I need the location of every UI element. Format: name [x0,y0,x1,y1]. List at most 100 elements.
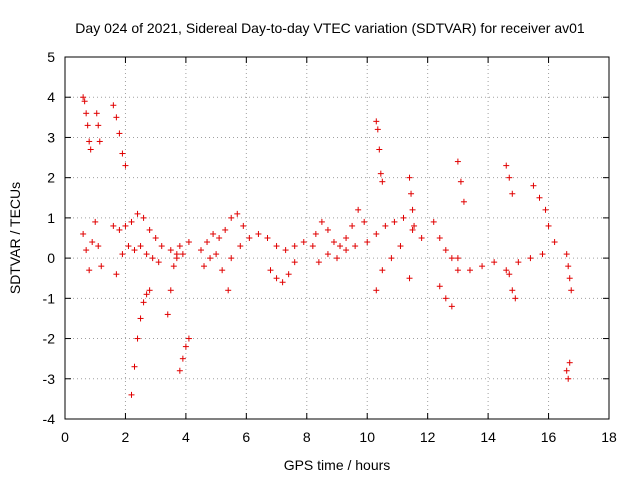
data-point [185,335,192,342]
data-point [506,174,513,181]
data-point [198,247,204,254]
data-point [506,271,513,278]
data-point [87,146,94,153]
data-point [454,267,461,274]
data-point [355,206,362,213]
data-point [542,206,549,213]
data-point [454,255,461,262]
x-tick-label: 14 [480,429,496,445]
data-point [503,162,510,169]
x-tick-label: 16 [541,429,557,445]
data-point [466,267,473,274]
data-point [113,114,120,121]
y-tick-label: 3 [47,129,55,145]
data-point [361,218,368,225]
data-point [330,239,337,246]
data-point [143,251,150,258]
data-point [312,230,319,237]
data-point [509,190,516,197]
data-point [376,146,383,153]
data-point [324,226,331,233]
data-point [349,222,356,229]
data-point [527,255,534,262]
data-point [379,267,386,274]
data-point [110,102,117,109]
data-point [409,226,416,233]
y-tick-label: 4 [47,89,55,105]
data-point [515,259,522,266]
data-point [418,235,425,241]
data-point [201,263,208,270]
data-point [337,243,344,250]
data-point [234,210,241,217]
data-point [309,243,316,250]
data-point [228,214,235,221]
data-point [98,263,105,270]
data-point [96,138,103,145]
y-tick-label: 1 [47,210,55,226]
data-point [503,267,510,274]
data-point [134,335,141,342]
data-point [83,247,90,254]
y-tick-label: -3 [43,371,56,387]
data-point [207,255,214,262]
data-point [84,122,91,129]
data-point [210,230,217,237]
data-point [122,162,129,169]
data-point [213,251,220,258]
data-point [373,118,380,125]
data-point [167,247,174,254]
data-point [110,222,117,229]
x-tick-label: 12 [420,429,436,445]
data-point [237,243,244,250]
data-point [143,291,150,298]
data-point [179,251,186,258]
data-point [95,243,102,250]
data-point [406,174,413,181]
data-point [382,222,389,229]
data-point [86,267,93,274]
data-point [430,218,437,225]
data-point [379,178,386,185]
data-point [179,355,186,362]
data-point [131,247,138,254]
data-point [219,267,226,274]
data-point [291,259,298,266]
data-point [173,255,180,262]
data-points [80,94,575,398]
data-point [225,287,232,294]
data-point [89,239,96,246]
y-axis-label: SDTVAR / TECUs [7,182,23,294]
data-point [81,98,88,105]
data-point [545,222,552,229]
data-point [86,138,93,145]
data-point [436,283,443,290]
data-point [95,122,102,129]
data-point [374,126,381,133]
data-point [134,210,141,217]
data-point [512,295,519,302]
data-point [364,239,371,246]
data-point [216,235,223,241]
x-tick-label: 10 [359,429,375,445]
x-axis-label: GPS time / hours [284,457,391,473]
data-point [566,359,573,366]
plot-frame [64,56,610,420]
data-point [204,239,211,246]
data-point [568,287,575,294]
chart-title: Day 024 of 2021, Sidereal Day-to-day VTE… [75,20,585,36]
data-point [318,218,325,225]
data-point [264,235,271,241]
data-point [140,299,147,306]
data-point [373,230,380,237]
data-point [409,206,416,213]
data-point [155,259,162,266]
grid [65,57,609,419]
data-point [408,190,415,197]
data-point [149,255,156,262]
data-point [454,158,461,165]
data-point [125,243,132,250]
y-tick-label: 0 [47,250,55,266]
data-point [530,182,537,189]
